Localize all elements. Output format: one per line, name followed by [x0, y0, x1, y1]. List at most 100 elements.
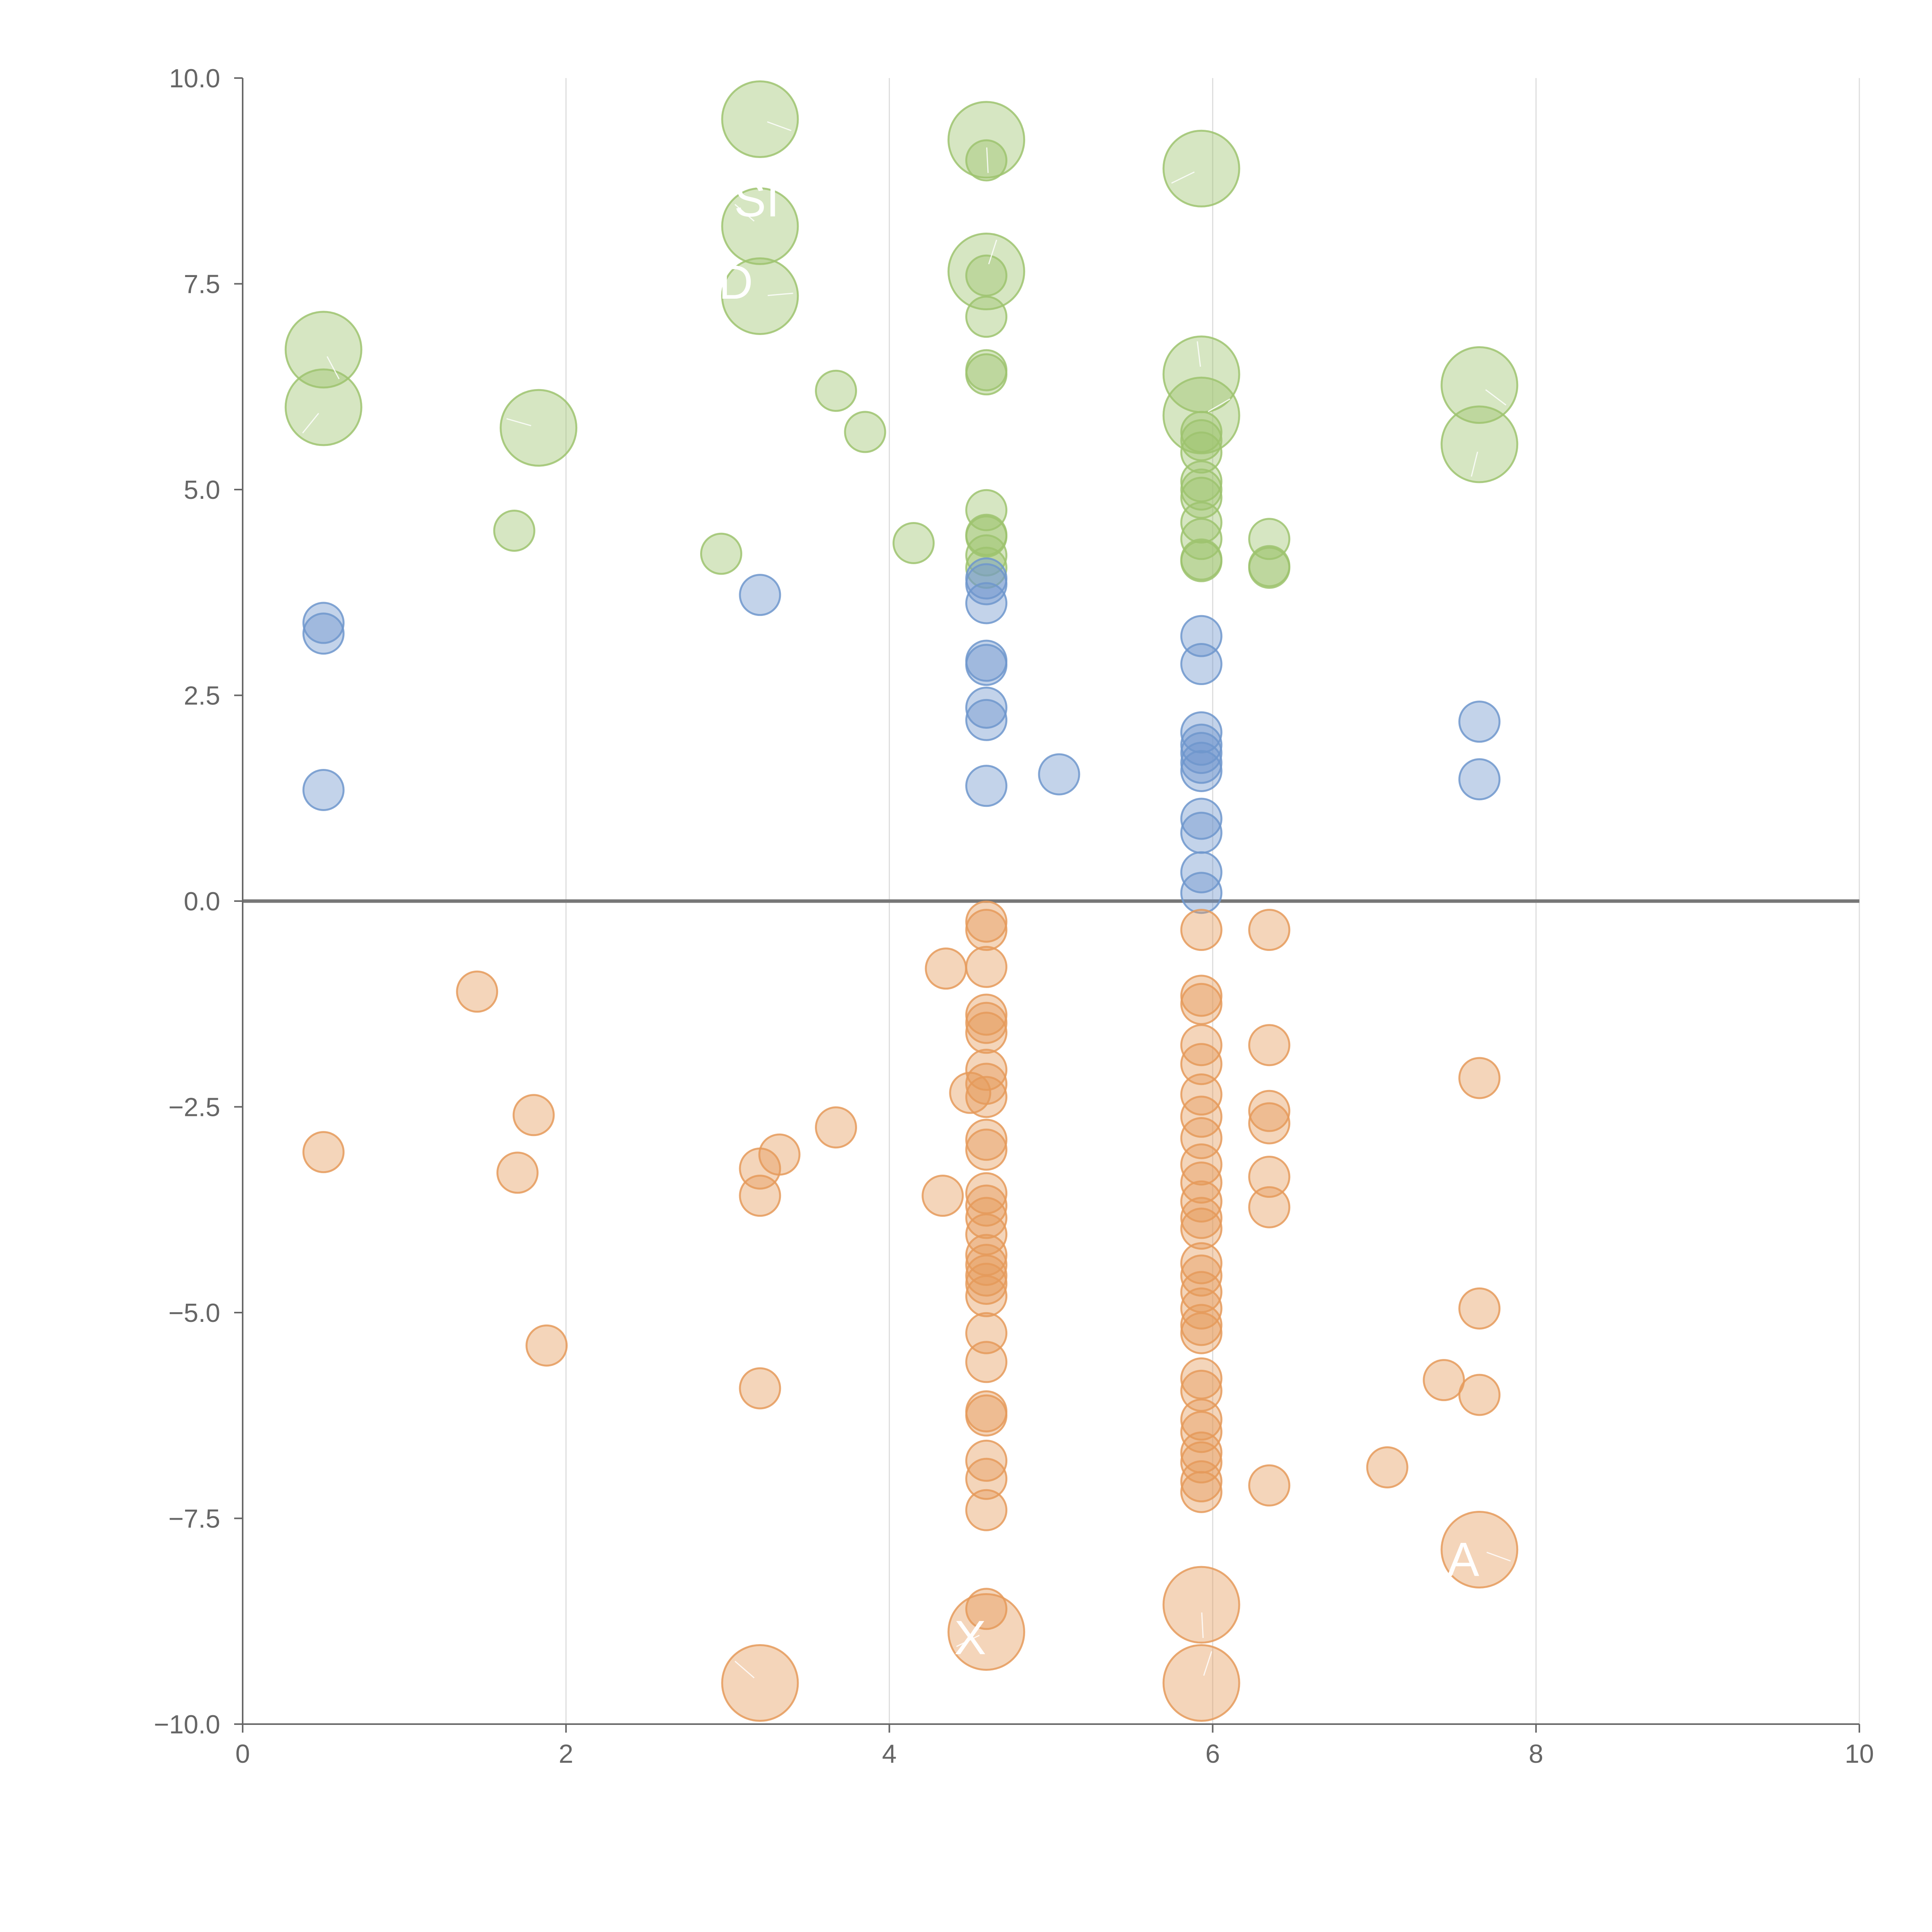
orange-bubble: [1458, 1057, 1501, 1099]
blue-bubble: [965, 699, 1008, 741]
orange-bubble: [947, 1593, 1026, 1671]
label-leader-line: [506, 418, 531, 427]
green-bubble: [965, 139, 1008, 182]
orange-bubble: [965, 1588, 1008, 1630]
green-bubble: [965, 534, 1008, 577]
label-leader-line: [1208, 398, 1231, 412]
orange-bubble: [1180, 1143, 1223, 1186]
orange-bubble: [965, 1312, 1008, 1354]
orange-bubble: [302, 1131, 345, 1173]
orange-bubble: [1423, 1359, 1465, 1401]
label-leader-line: [767, 293, 793, 296]
x-tick-label: 10: [1845, 1739, 1874, 1769]
orange-bubble: [1162, 1566, 1240, 1644]
green-bubble: [1440, 346, 1519, 424]
green-bubble: [284, 311, 362, 389]
y-tick-label: 7.5: [184, 270, 220, 299]
blue-bubble: [1038, 753, 1080, 796]
orange-bubble: [965, 1262, 1008, 1305]
orange-bubble: [965, 1002, 1008, 1044]
blue-bubble: [1180, 811, 1223, 854]
label-leader-line: [1471, 451, 1478, 477]
bubble-label: A: [1447, 1533, 1480, 1587]
green-bubble: [1180, 431, 1223, 474]
orange-bubble: [965, 1128, 1008, 1171]
green-bubble: [500, 389, 578, 467]
orange-bubble: [1366, 1446, 1408, 1488]
orange-bubble: [1180, 1161, 1223, 1204]
orange-bubble: [512, 1094, 555, 1136]
label-leader-line: [988, 240, 997, 264]
orange-bubble: [1180, 1471, 1223, 1513]
orange-bubble: [965, 1439, 1008, 1482]
orange-bubble: [1180, 1197, 1223, 1239]
orange-bubble: [1180, 1441, 1223, 1484]
orange-bubble: [965, 1243, 1008, 1286]
label-leader-line: [1171, 171, 1195, 184]
orange-bubble: [1180, 983, 1223, 1025]
blue-bubble: [302, 612, 345, 655]
orange-bubble: [758, 1133, 801, 1176]
orange-bubble: [965, 1012, 1008, 1054]
green-bubble: [947, 233, 1026, 311]
green-bubble: [700, 532, 742, 575]
orange-bubble: [965, 1394, 1008, 1437]
blue-bubble: [1180, 732, 1223, 774]
blue-bubble: [965, 686, 1008, 729]
orange-bubble: [721, 1644, 799, 1722]
orange-bubble: [1180, 1287, 1223, 1330]
orange-bubble: [456, 970, 498, 1013]
y-tick-label: 0.0: [184, 887, 220, 916]
label-leader-line: [302, 413, 319, 434]
orange-bubble: [965, 1184, 1008, 1227]
orange-bubble: [1180, 1095, 1223, 1138]
orange-bubble: [1180, 909, 1223, 951]
orange-bubble: [1180, 1242, 1223, 1284]
bubble-labels: SI D X A: [302, 121, 1511, 1679]
label-leader-line: [1203, 1651, 1213, 1676]
bubbles: [284, 80, 1519, 1722]
orange-bubble: [496, 1151, 539, 1194]
x-tick-label: 4: [882, 1739, 897, 1769]
label-leader-line: [767, 121, 792, 131]
label-leader-line: [986, 147, 989, 173]
x-tick-label: 8: [1529, 1739, 1543, 1769]
orange-bubble: [1180, 1208, 1223, 1250]
green-bubble: [1440, 405, 1519, 483]
blue-bubble: [1180, 872, 1223, 914]
green-bubble: [965, 489, 1008, 531]
label-leader-line: [956, 1634, 980, 1647]
orange-bubble: [1180, 1312, 1223, 1354]
green-bubble: [721, 187, 799, 265]
label-leader-line: [1197, 341, 1201, 367]
bubble-label: SI: [734, 173, 779, 227]
y-tick-label: −7.5: [168, 1504, 220, 1534]
blue-bubble: [1180, 798, 1223, 840]
orange-bubble: [1180, 1073, 1223, 1116]
orange-bubble: [739, 1175, 781, 1217]
green-bubble: [1162, 129, 1240, 207]
y-tick-label: 5.0: [184, 475, 220, 505]
label-leader-line: [734, 1660, 755, 1679]
blue-bubble: [965, 765, 1008, 807]
orange-bubble: [815, 1106, 857, 1149]
green-bubble: [965, 296, 1008, 338]
green-bubble: [1180, 501, 1223, 544]
y-tick-label: 2.5: [184, 681, 220, 711]
orange-bubble: [965, 1489, 1008, 1531]
y-axis-ticks: 10.0 7.5 5.0 2.5 0.0 −2.5 −5.0 −7.5 −10.0: [154, 64, 243, 1739]
green-bubble: [965, 254, 1008, 297]
y-tick-label: 10.0: [169, 64, 220, 93]
orange-bubble: [965, 1458, 1008, 1500]
orange-bubble: [965, 1119, 1008, 1161]
orange-bubble: [1180, 1043, 1223, 1085]
blue-bubble: [302, 769, 345, 811]
label-leader-line: [1201, 1612, 1204, 1638]
blue-bubble: [1180, 643, 1223, 685]
green-bubble: [493, 510, 536, 552]
orange-bubble: [965, 1063, 1008, 1105]
orange-bubble: [1180, 1398, 1223, 1441]
orange-bubble: [965, 1275, 1008, 1317]
bubble-label: X: [954, 1611, 986, 1665]
orange-bubble: [965, 946, 1008, 988]
